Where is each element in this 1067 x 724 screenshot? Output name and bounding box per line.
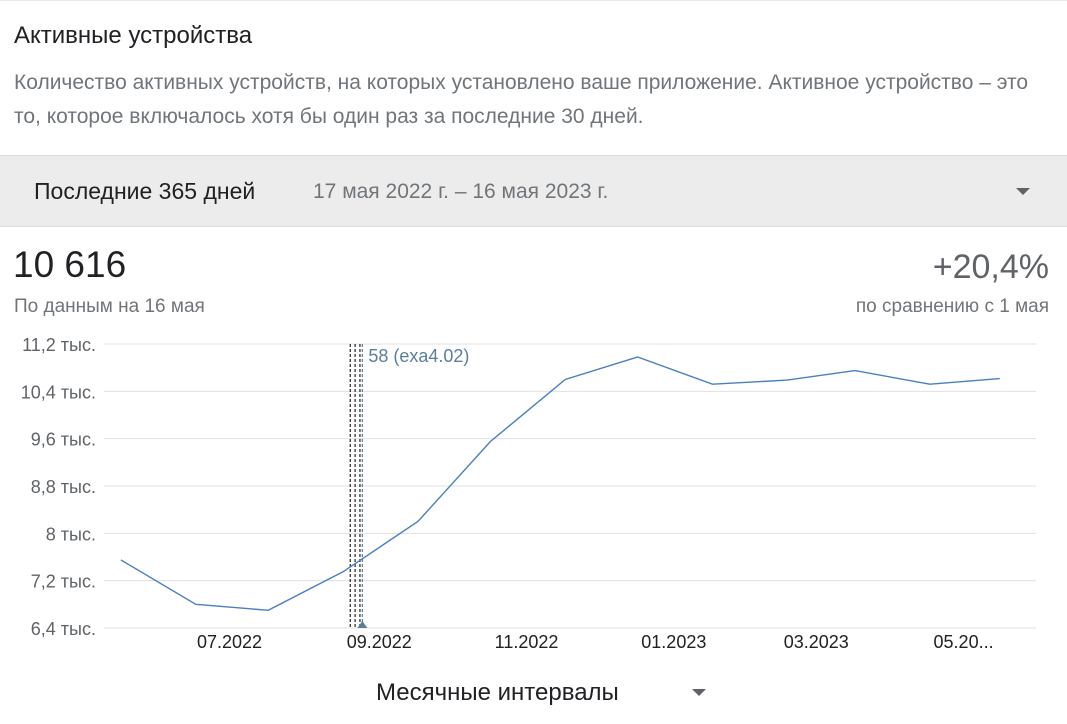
y-tick-label: 8,8 тыс. [31, 477, 96, 497]
active-devices-chart[interactable]: 11,2 тыс. 10,4 тыс. 9,6 тыс. 8,8 тыс. 8 тыс.… [0, 330, 1067, 660]
series-line [120, 356, 1000, 612]
y-tick-label: 10,4 тыс. [21, 382, 96, 402]
metric-value: 10 616 [13, 244, 127, 285]
x-tick-label: 07.2022 [197, 632, 262, 652]
card-description: Количество активных устройств, на которы… [14, 71, 1029, 128]
metric-compare: по сравнению с 1 мая [855, 296, 1049, 317]
y-tick-label: 8 тыс. [46, 524, 96, 544]
date-range-selector[interactable]: Последние 365 дней 17 мая 2022 г. – 16 м… [0, 155, 1067, 227]
card-title: Активные устройства [14, 22, 253, 49]
x-tick-label: 01.2023 [641, 632, 706, 652]
metric-change: +20,4% [932, 248, 1049, 286]
caret-down-icon[interactable] [692, 689, 706, 696]
range-dates: 17 мая 2022 г. – 16 мая 2023 г. [313, 180, 609, 203]
range-label: Последние 365 дней [34, 178, 256, 204]
annotation-label: 58 (exa4.02) [368, 346, 469, 366]
metric-as-of: По данным на 16 мая [14, 296, 205, 317]
x-tick-label: 09.2022 [347, 632, 412, 652]
interval-selector-label[interactable]: Месячные интервалы [376, 679, 619, 706]
x-tick-label: 11.2022 [495, 632, 559, 652]
top-divider [0, 0, 1067, 1]
y-tick-label: 7,2 тыс. [31, 572, 96, 592]
y-tick-label: 6,4 тыс. [31, 619, 96, 639]
x-tick-label: 03.2023 [784, 632, 849, 652]
y-tick-label: 9,6 тыс. [31, 430, 96, 450]
y-tick-label: 11,2 тыс. [22, 335, 96, 355]
annotation-triangle-icon [357, 621, 368, 628]
x-tick-label: 05.20... [934, 632, 994, 652]
caret-down-icon[interactable] [1016, 188, 1030, 195]
